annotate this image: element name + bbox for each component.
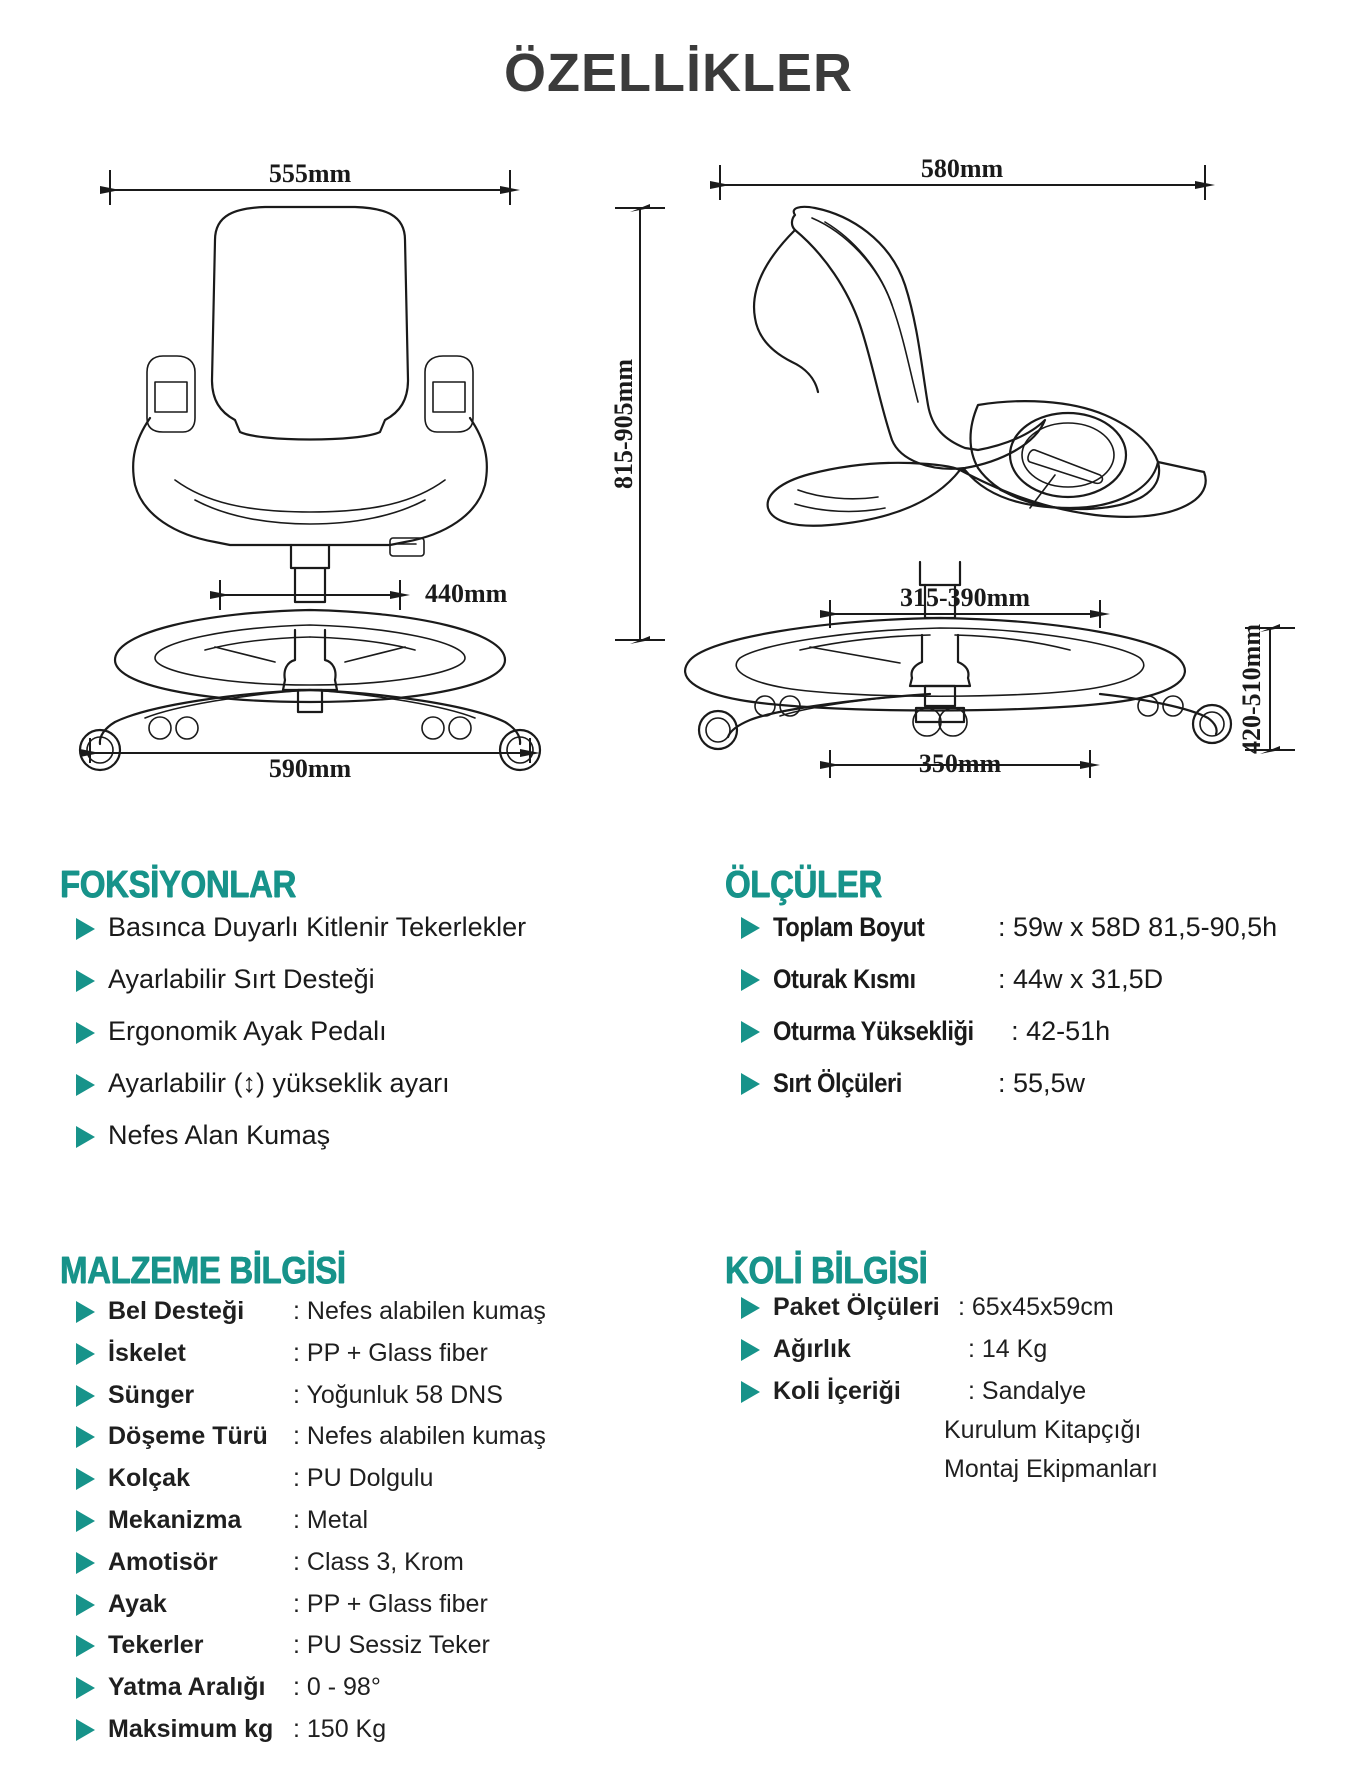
svg-text:440mm: 440mm [425,579,508,608]
svg-text:580mm: 580mm [921,154,1004,183]
svg-text:590mm: 590mm [269,754,352,780]
svg-text:815-905mm: 815-905mm [609,359,638,489]
svg-text:555mm: 555mm [269,159,352,188]
svg-text:315-390mm: 315-390mm [900,583,1030,612]
svg-text:350mm: 350mm [919,749,1002,778]
svg-text:420-510mm: 420-510mm [1237,624,1266,754]
